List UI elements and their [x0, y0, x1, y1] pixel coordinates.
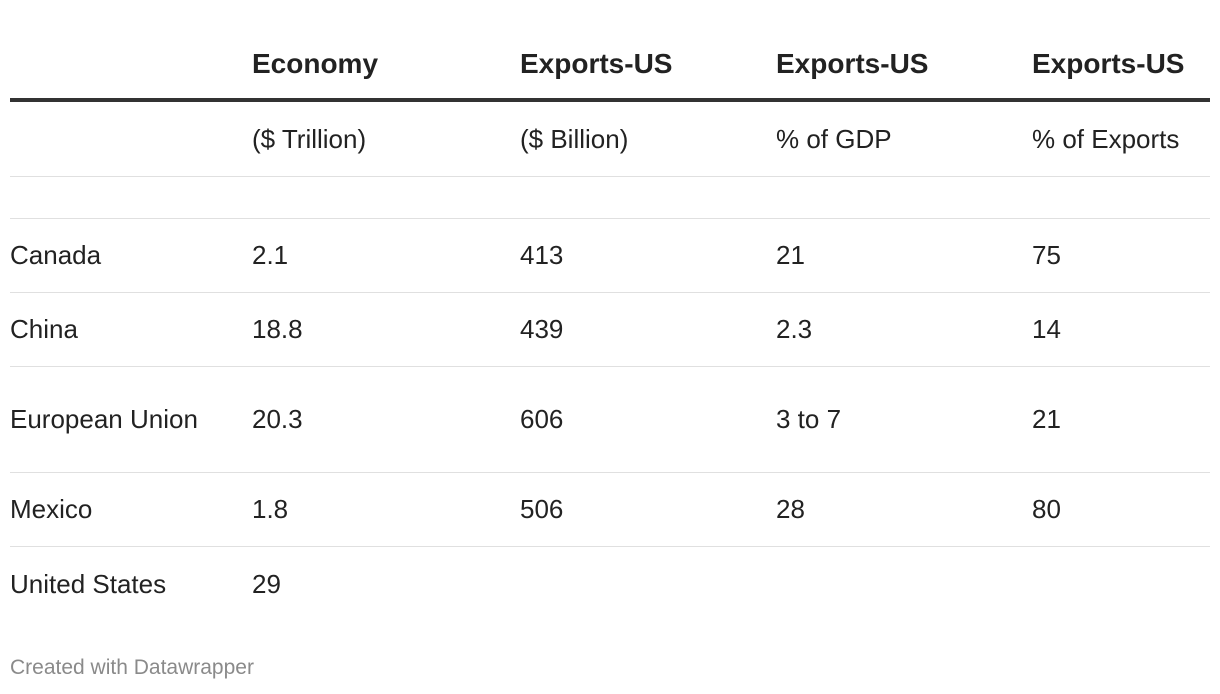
exports-pct-exports-cell: 21	[1032, 366, 1210, 473]
table-row-united-states: United States 29	[10, 547, 1210, 622]
table-row-european-union: European Union 20.3 606 3 to 7 21	[10, 366, 1210, 473]
economy-cell: 1.8	[252, 472, 520, 547]
table-header-row: Economy Exports-US Exports-US Exports-US	[10, 0, 1210, 102]
column-header-exports-pct-gdp: Exports-US	[776, 0, 1032, 102]
trade-table: Economy Exports-US Exports-US Exports-US…	[10, 0, 1210, 621]
exports-billion-cell: 413	[520, 218, 776, 293]
exports-billion-cell: 506	[520, 472, 776, 547]
table-row-china: China 18.8 439 2.3 14	[10, 292, 1210, 367]
economy-cell: 2.1	[252, 218, 520, 293]
datawrapper-credit: Created with Datawrapper	[10, 656, 254, 679]
exports-pct-gdp-cell: 3 to 7	[776, 366, 1032, 473]
table-row-mexico: Mexico 1.8 506 28 80	[10, 472, 1210, 547]
unit-cell-economy: ($ Trillion)	[252, 100, 520, 177]
exports-pct-gdp-cell: 2.3	[776, 292, 1032, 367]
economy-cell: 18.8	[252, 292, 520, 367]
economy-cell: 29	[252, 568, 281, 599]
spacer-row	[10, 176, 1210, 219]
country-cell: Canada	[10, 218, 252, 293]
data-table-container: Economy Exports-US Exports-US Exports-US…	[10, 0, 1210, 621]
economy-cell: 20.3	[252, 366, 520, 473]
exports-pct-gdp-cell	[776, 547, 1032, 622]
country-cell: European Union	[10, 366, 252, 473]
unit-cell-exports-pct-gdp: % of GDP	[776, 100, 1032, 177]
table-row-canada: Canada 2.1 413 21 75	[10, 218, 1210, 293]
unit-cell-exports-billion: ($ Billion)	[520, 100, 776, 177]
country-cell: China	[10, 292, 252, 367]
country-cell: United States	[10, 568, 167, 599]
exports-billion-cell: 439	[520, 292, 776, 367]
exports-pct-exports-cell	[1032, 547, 1210, 622]
spacer-cell	[10, 176, 252, 219]
column-header-economy: Economy	[252, 0, 520, 102]
unit-cell-exports-pct-exports: % of Exports	[1032, 100, 1210, 177]
exports-billion-cell	[520, 547, 776, 622]
country-cell: Mexico	[10, 472, 252, 547]
spacer-cell	[1032, 176, 1210, 219]
unit-cell-country	[10, 100, 252, 177]
column-header-exports-pct-exports: Exports-US	[1032, 0, 1210, 102]
exports-billion-cell: 606	[520, 366, 776, 473]
column-header-country	[10, 0, 252, 102]
units-row: ($ Trillion) ($ Billion) % of GDP % of E…	[10, 100, 1210, 177]
exports-pct-gdp-cell: 28	[776, 472, 1032, 547]
column-header-exports-billion: Exports-US	[520, 0, 776, 102]
exports-pct-exports-cell: 80	[1032, 472, 1210, 547]
exports-pct-gdp-cell: 21	[776, 218, 1032, 293]
exports-pct-exports-cell: 75	[1032, 218, 1210, 293]
exports-pct-exports-cell: 14	[1032, 292, 1210, 367]
spacer-cell	[520, 176, 776, 219]
spacer-cell	[252, 176, 520, 219]
spacer-cell	[776, 176, 1032, 219]
